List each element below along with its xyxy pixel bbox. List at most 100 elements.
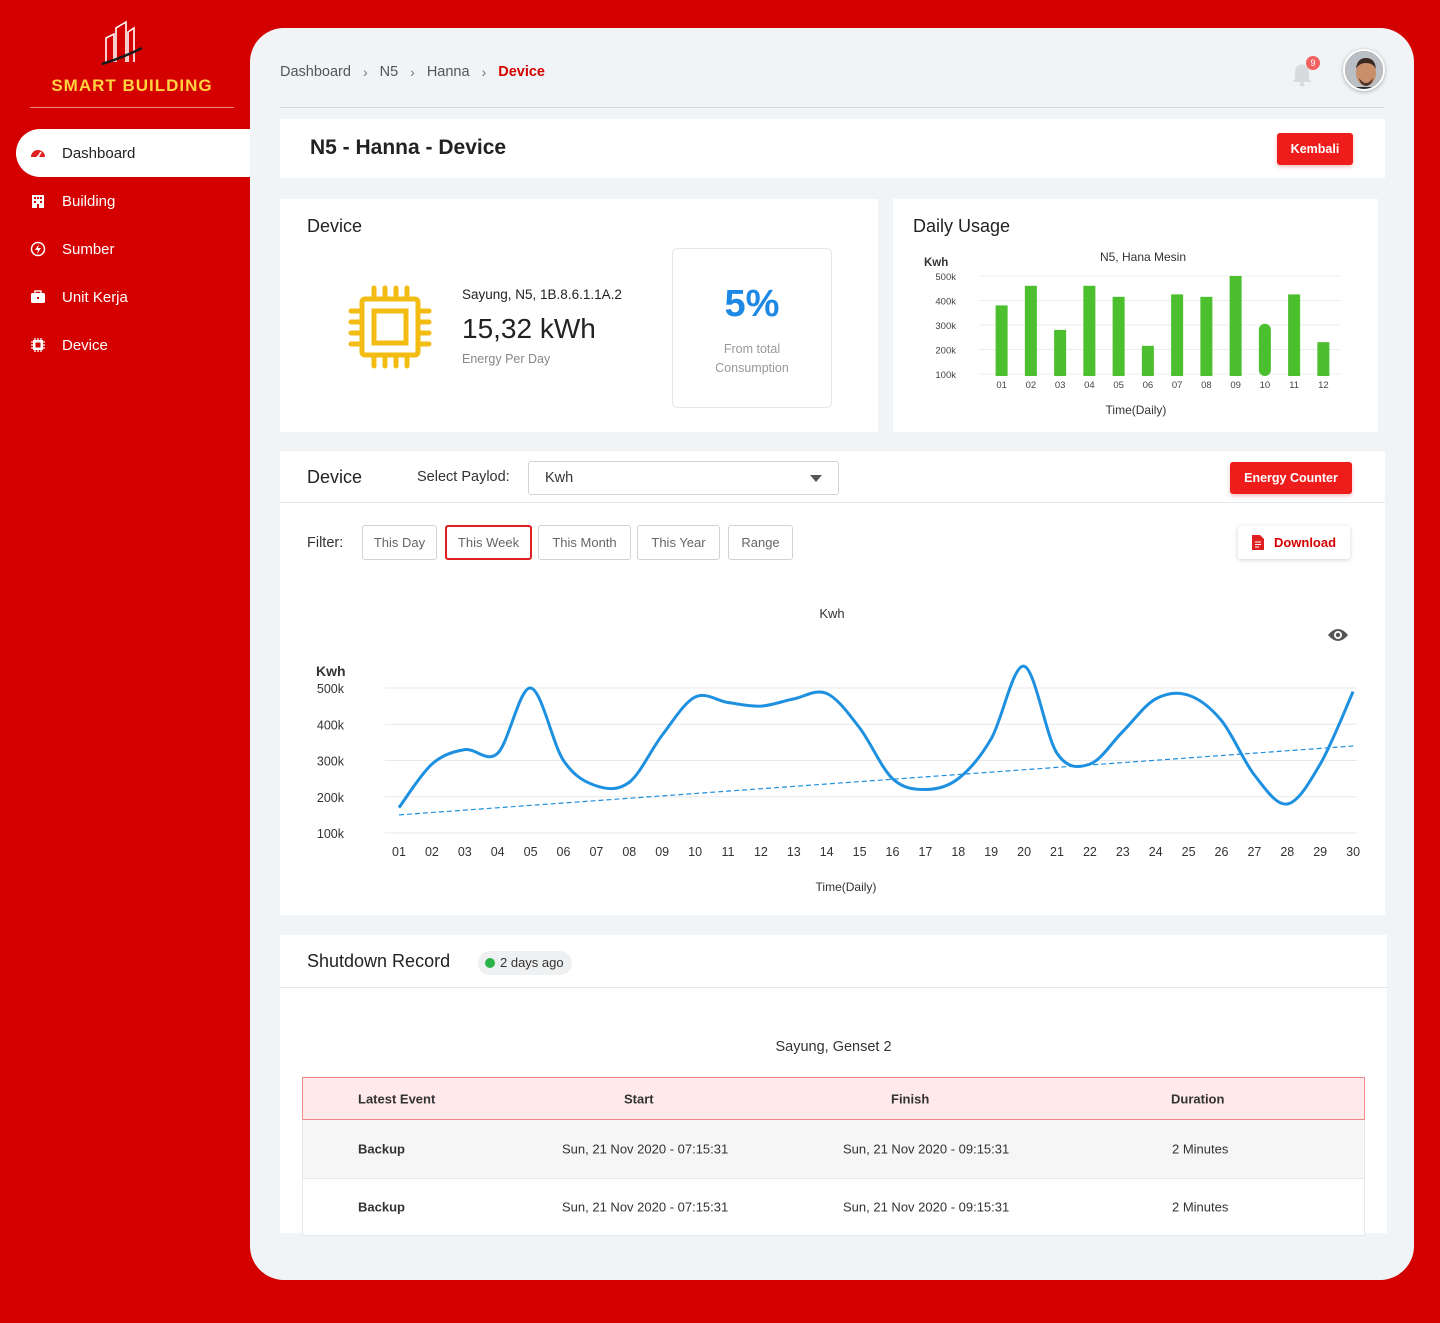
x-tick-label: 04 — [1084, 380, 1095, 391]
y-axis-label: Kwh — [924, 257, 948, 269]
x-tick-label: 09 — [655, 845, 669, 859]
filter-range[interactable]: Range — [728, 525, 793, 560]
x-tick-label: 30 — [1346, 845, 1360, 859]
x-tick-label: 28 — [1280, 845, 1294, 859]
x-tick-label: 02 — [1026, 380, 1037, 391]
eye-icon[interactable] — [1327, 627, 1349, 643]
x-tick-label: 06 — [1143, 380, 1154, 391]
download-button[interactable]: Download — [1238, 526, 1350, 559]
sidebar-item-building[interactable]: Building — [16, 177, 250, 225]
breadcrumb-item[interactable]: Hanna — [426, 64, 470, 80]
y-tick-label: 200k — [317, 791, 345, 805]
main-panel: Dashboard › N5 › Hanna › Device 9 N5 - H… — [250, 28, 1414, 1280]
sidebar-item-dashboard[interactable]: Dashboard — [16, 129, 250, 177]
x-tick-label: 23 — [1116, 845, 1130, 859]
bar — [1229, 276, 1242, 376]
sidebar-nav: Dashboard Building Sumber Unit Kerja Dev… — [16, 129, 250, 369]
header-divider — [280, 107, 1384, 108]
status-dot-icon — [485, 958, 495, 968]
filter-label: Filter: — [307, 535, 344, 551]
building-icon — [30, 193, 46, 209]
y-axis-label: Kwh — [316, 663, 346, 679]
sidebar-item-unit-kerja[interactable]: Unit Kerja — [16, 273, 250, 321]
column-header: Start — [624, 1091, 654, 1106]
x-tick-label: 17 — [918, 845, 932, 859]
filter-this-month[interactable]: This Month — [538, 525, 631, 560]
consumption-percent-box: 5% From total Consumption — [672, 248, 832, 408]
breadcrumb-item[interactable]: N5 — [379, 64, 399, 80]
x-tick-label: 11 — [1289, 380, 1299, 391]
trend-card-header: Device Select Paylod: Kwh Energy Counter — [280, 451, 1385, 503]
bell-icon[interactable] — [1288, 61, 1316, 89]
status-badge: 2 days ago — [478, 951, 572, 975]
card-title: Daily Usage — [913, 216, 1011, 236]
y-tick-label: 400k — [935, 297, 956, 308]
bar — [1112, 296, 1125, 376]
x-tick-label: 19 — [984, 845, 998, 859]
chart-title: Kwh — [819, 606, 844, 621]
x-tick-label: 14 — [820, 845, 834, 859]
card-title: Shutdown Record — [307, 951, 451, 971]
cell-start: Sun, 21 Nov 2020 - 07:15:31 — [562, 1199, 729, 1215]
back-button[interactable]: Kembali — [1277, 133, 1353, 165]
x-tick-label: 13 — [787, 845, 801, 859]
x-tick-label: 25 — [1182, 845, 1196, 859]
x-tick-label: 26 — [1215, 845, 1229, 859]
x-tick-label: 08 — [1201, 380, 1212, 391]
x-tick-label: 01 — [996, 380, 1007, 391]
sidebar-item-device[interactable]: Device — [16, 321, 250, 369]
x-tick-label: 07 — [1172, 380, 1183, 391]
bar — [1083, 285, 1096, 376]
sidebar-item-sumber[interactable]: Sumber — [16, 225, 250, 273]
shutdown-table: Latest Event Start Finish Duration Backu… — [302, 1077, 1365, 1236]
device-name: Sayung, N5, 1B.8.6.1.1A.2 — [462, 287, 622, 302]
download-label: Download — [1273, 535, 1337, 550]
x-tick-label: 03 — [458, 845, 472, 859]
filter-this-day[interactable]: This Day — [362, 525, 437, 560]
shutdown-subtitle: Sayung, Genset 2 — [775, 1039, 892, 1055]
bar — [1258, 323, 1271, 376]
x-tick-label: 10 — [688, 845, 702, 859]
gauge-icon — [30, 145, 46, 161]
filter-this-week[interactable]: This Week — [445, 525, 532, 560]
x-tick-label: 07 — [589, 845, 603, 859]
x-tick-label: 05 — [524, 845, 538, 859]
cell-finish: Sun, 21 Nov 2020 - 09:15:31 — [843, 1199, 1010, 1215]
bar — [1171, 294, 1184, 376]
cell-duration: 2 Minutes — [1172, 1141, 1229, 1157]
y-tick-label: 100k — [935, 370, 956, 381]
x-tick-label: 29 — [1313, 845, 1327, 859]
table-row[interactable]: Backup Sun, 21 Nov 2020 - 07:15:31 Sun, … — [302, 1120, 1365, 1178]
y-tick-label: 200k — [935, 346, 956, 357]
filter-this-year[interactable]: This Year — [637, 525, 720, 560]
sidebar-item-label: Dashboard — [62, 144, 136, 162]
payload-select-value: Kwh — [545, 470, 574, 486]
payload-select[interactable]: Kwh — [528, 461, 839, 495]
x-tick-label: 08 — [622, 845, 636, 859]
consumption-percent-label: From total Consumption — [715, 342, 789, 375]
device-energy-label: Energy Per Day — [462, 352, 551, 366]
sidebar-item-label: Building — [62, 192, 116, 210]
avatar[interactable] — [1343, 49, 1385, 91]
chip-icon — [30, 337, 46, 353]
bar — [1141, 345, 1154, 376]
bar — [1200, 296, 1213, 376]
x-tick-label: 15 — [853, 845, 867, 859]
daily-usage-bar-chart: N5, Hana Mesin Kwh 100k 200k 300k 400k 500k 01 0… — [924, 250, 1340, 417]
chevron-right-icon: › — [481, 64, 487, 80]
shutdown-card-header: Shutdown Record 2 days ago — [280, 935, 1387, 988]
x-tick-label: 10 — [1260, 380, 1271, 391]
page-title: N5 - Hanna - Device — [310, 136, 507, 159]
y-tick-label: 100k — [317, 827, 345, 841]
y-tick-label: 300k — [317, 755, 345, 769]
card-title: Device — [307, 216, 363, 236]
x-tick-label: 18 — [951, 845, 965, 859]
document-icon — [1251, 535, 1264, 550]
breadcrumb-item[interactable]: Dashboard — [280, 64, 351, 80]
x-tick-label: 05 — [1113, 380, 1124, 391]
energy-counter-button[interactable]: Energy Counter — [1230, 462, 1352, 494]
cell-duration: 2 Minutes — [1172, 1199, 1229, 1215]
x-axis-label: Time(Daily) — [816, 880, 877, 894]
chevron-right-icon: › — [362, 64, 368, 80]
table-row[interactable]: Backup Sun, 21 Nov 2020 - 07:15:31 Sun, … — [302, 1178, 1365, 1236]
